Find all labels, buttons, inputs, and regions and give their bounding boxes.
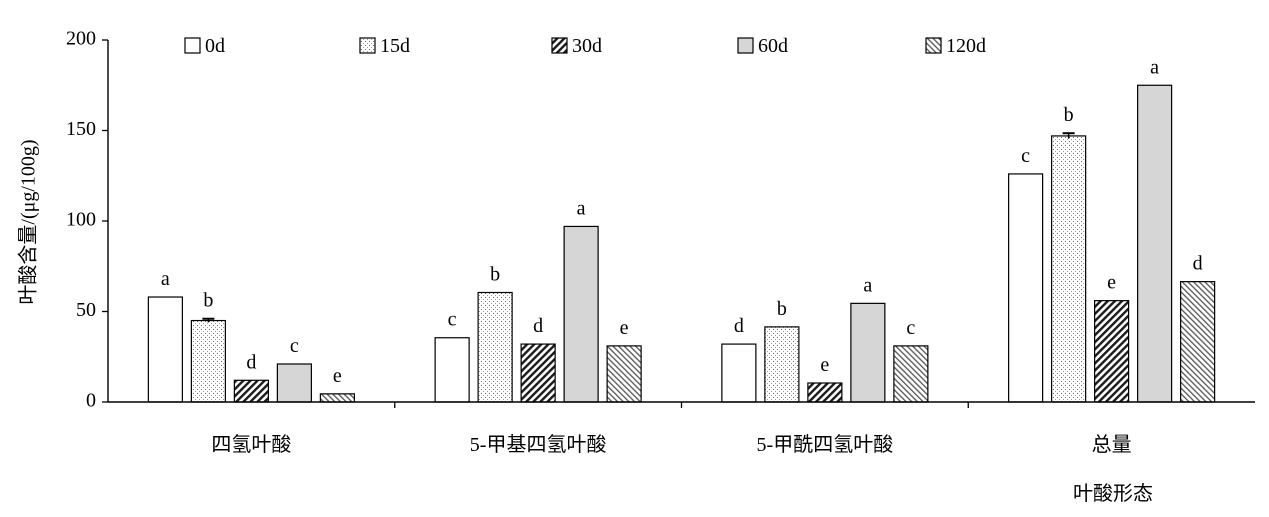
- significance-letter: c: [448, 309, 457, 331]
- legend-swatch: [359, 37, 376, 54]
- x-axis: 四氢叶酸 5-甲基四氢叶酸 5-甲酰四氢叶酸 总量 叶酸形态: [211, 402, 1153, 505]
- bar-group: b: [477, 263, 513, 403]
- bar: [807, 382, 843, 403]
- bar: [563, 225, 599, 403]
- bar: [1051, 135, 1087, 403]
- bar: [721, 343, 757, 403]
- bar: [606, 345, 642, 403]
- bar-group: d: [721, 315, 757, 403]
- x-category-label: 四氢叶酸: [211, 433, 291, 456]
- x-axis-title: 叶酸形态: [1073, 482, 1153, 505]
- bar: [434, 337, 470, 403]
- y-tick-label: 150: [66, 118, 96, 140]
- bar: [1137, 84, 1173, 403]
- bar-group: a: [147, 268, 183, 403]
- legend-item: 120d: [925, 35, 986, 57]
- significance-letter: e: [820, 354, 829, 376]
- legend-label: 60d: [758, 35, 788, 57]
- bar-group: b: [764, 298, 800, 403]
- bar: [477, 291, 513, 403]
- significance-letter: b: [490, 263, 500, 285]
- bar-group: c: [893, 317, 929, 403]
- significance-letter: b: [1064, 104, 1074, 126]
- bar-group: a: [563, 197, 599, 403]
- y-axis-title: 叶酸含量/(μg/100g): [17, 139, 40, 304]
- significance-letter: a: [863, 274, 872, 296]
- bar: [319, 393, 355, 403]
- legend: 0d 15d 30d 60d 120d: [184, 35, 986, 57]
- legend-label: 0d: [205, 35, 225, 57]
- legend-swatch: [551, 37, 568, 54]
- bar-group: a: [850, 274, 886, 403]
- legend-item: 15d: [359, 35, 410, 57]
- significance-letter: b: [203, 290, 213, 312]
- legend-swatch: [737, 37, 754, 54]
- significance-letter: c: [906, 317, 915, 339]
- legend-item: 60d: [737, 35, 788, 57]
- bar-group: a: [1137, 56, 1173, 403]
- significance-letter: e: [1107, 272, 1116, 294]
- legend-label: 30d: [572, 35, 602, 57]
- bar: [893, 345, 929, 403]
- bar: [1094, 300, 1130, 403]
- significance-letter: e: [333, 365, 342, 387]
- bar-group: e: [807, 354, 843, 403]
- bar-group: c: [276, 335, 312, 403]
- significance-letter: d: [533, 315, 543, 337]
- x-category-label: 5-甲酰四氢叶酸: [757, 433, 894, 456]
- legend-item: 0d: [184, 35, 225, 57]
- bar: [1008, 173, 1044, 403]
- significance-letter: d: [734, 315, 744, 337]
- bar-group: d: [233, 351, 269, 403]
- legend-label: 15d: [380, 35, 410, 57]
- significance-letter: d: [246, 351, 256, 373]
- bar-group: b: [190, 290, 226, 403]
- bar-group: b: [1051, 104, 1087, 403]
- bar: [850, 302, 886, 403]
- bar-group: d: [520, 315, 556, 403]
- significance-letter: d: [1193, 253, 1203, 275]
- bar: [1180, 281, 1216, 403]
- legend-swatch: [184, 37, 201, 54]
- significance-letter: a: [577, 197, 586, 219]
- legend-item: 30d: [551, 35, 602, 57]
- significance-letter: a: [161, 268, 170, 290]
- bar: [276, 363, 312, 403]
- y-tick-label: 0: [86, 390, 96, 412]
- legend-label: 120d: [946, 35, 986, 57]
- bar-group: e: [606, 317, 642, 403]
- y-tick-label: 200: [66, 28, 96, 50]
- significance-letter: c: [1021, 145, 1030, 167]
- bars: a c d c b b b b d d e e c a a a e e c d: [147, 56, 1216, 403]
- bar: [233, 379, 269, 403]
- significance-letter: c: [290, 335, 299, 357]
- bar: [147, 296, 183, 403]
- significance-letter: e: [620, 317, 629, 339]
- y-axis: 叶酸含量/(μg/100g) 0 50 100 150 200: [17, 28, 108, 412]
- x-category-label: 总量: [1092, 433, 1132, 456]
- bar-group: c: [434, 309, 470, 403]
- bar-group: d: [1180, 253, 1216, 403]
- bar: [190, 319, 226, 403]
- legend-swatch: [925, 37, 942, 54]
- x-category-label: 5-甲基四氢叶酸: [470, 433, 607, 456]
- bar: [764, 326, 800, 403]
- bar-group: c: [1008, 145, 1044, 403]
- axis-lines: [107, 40, 1255, 403]
- y-tick-label: 50: [76, 299, 96, 321]
- bar: [520, 343, 556, 403]
- bar-group: e: [319, 365, 355, 403]
- y-tick-label: 100: [66, 209, 96, 231]
- bar-group: e: [1094, 272, 1130, 403]
- significance-letter: b: [777, 298, 787, 320]
- significance-letter: a: [1150, 56, 1159, 78]
